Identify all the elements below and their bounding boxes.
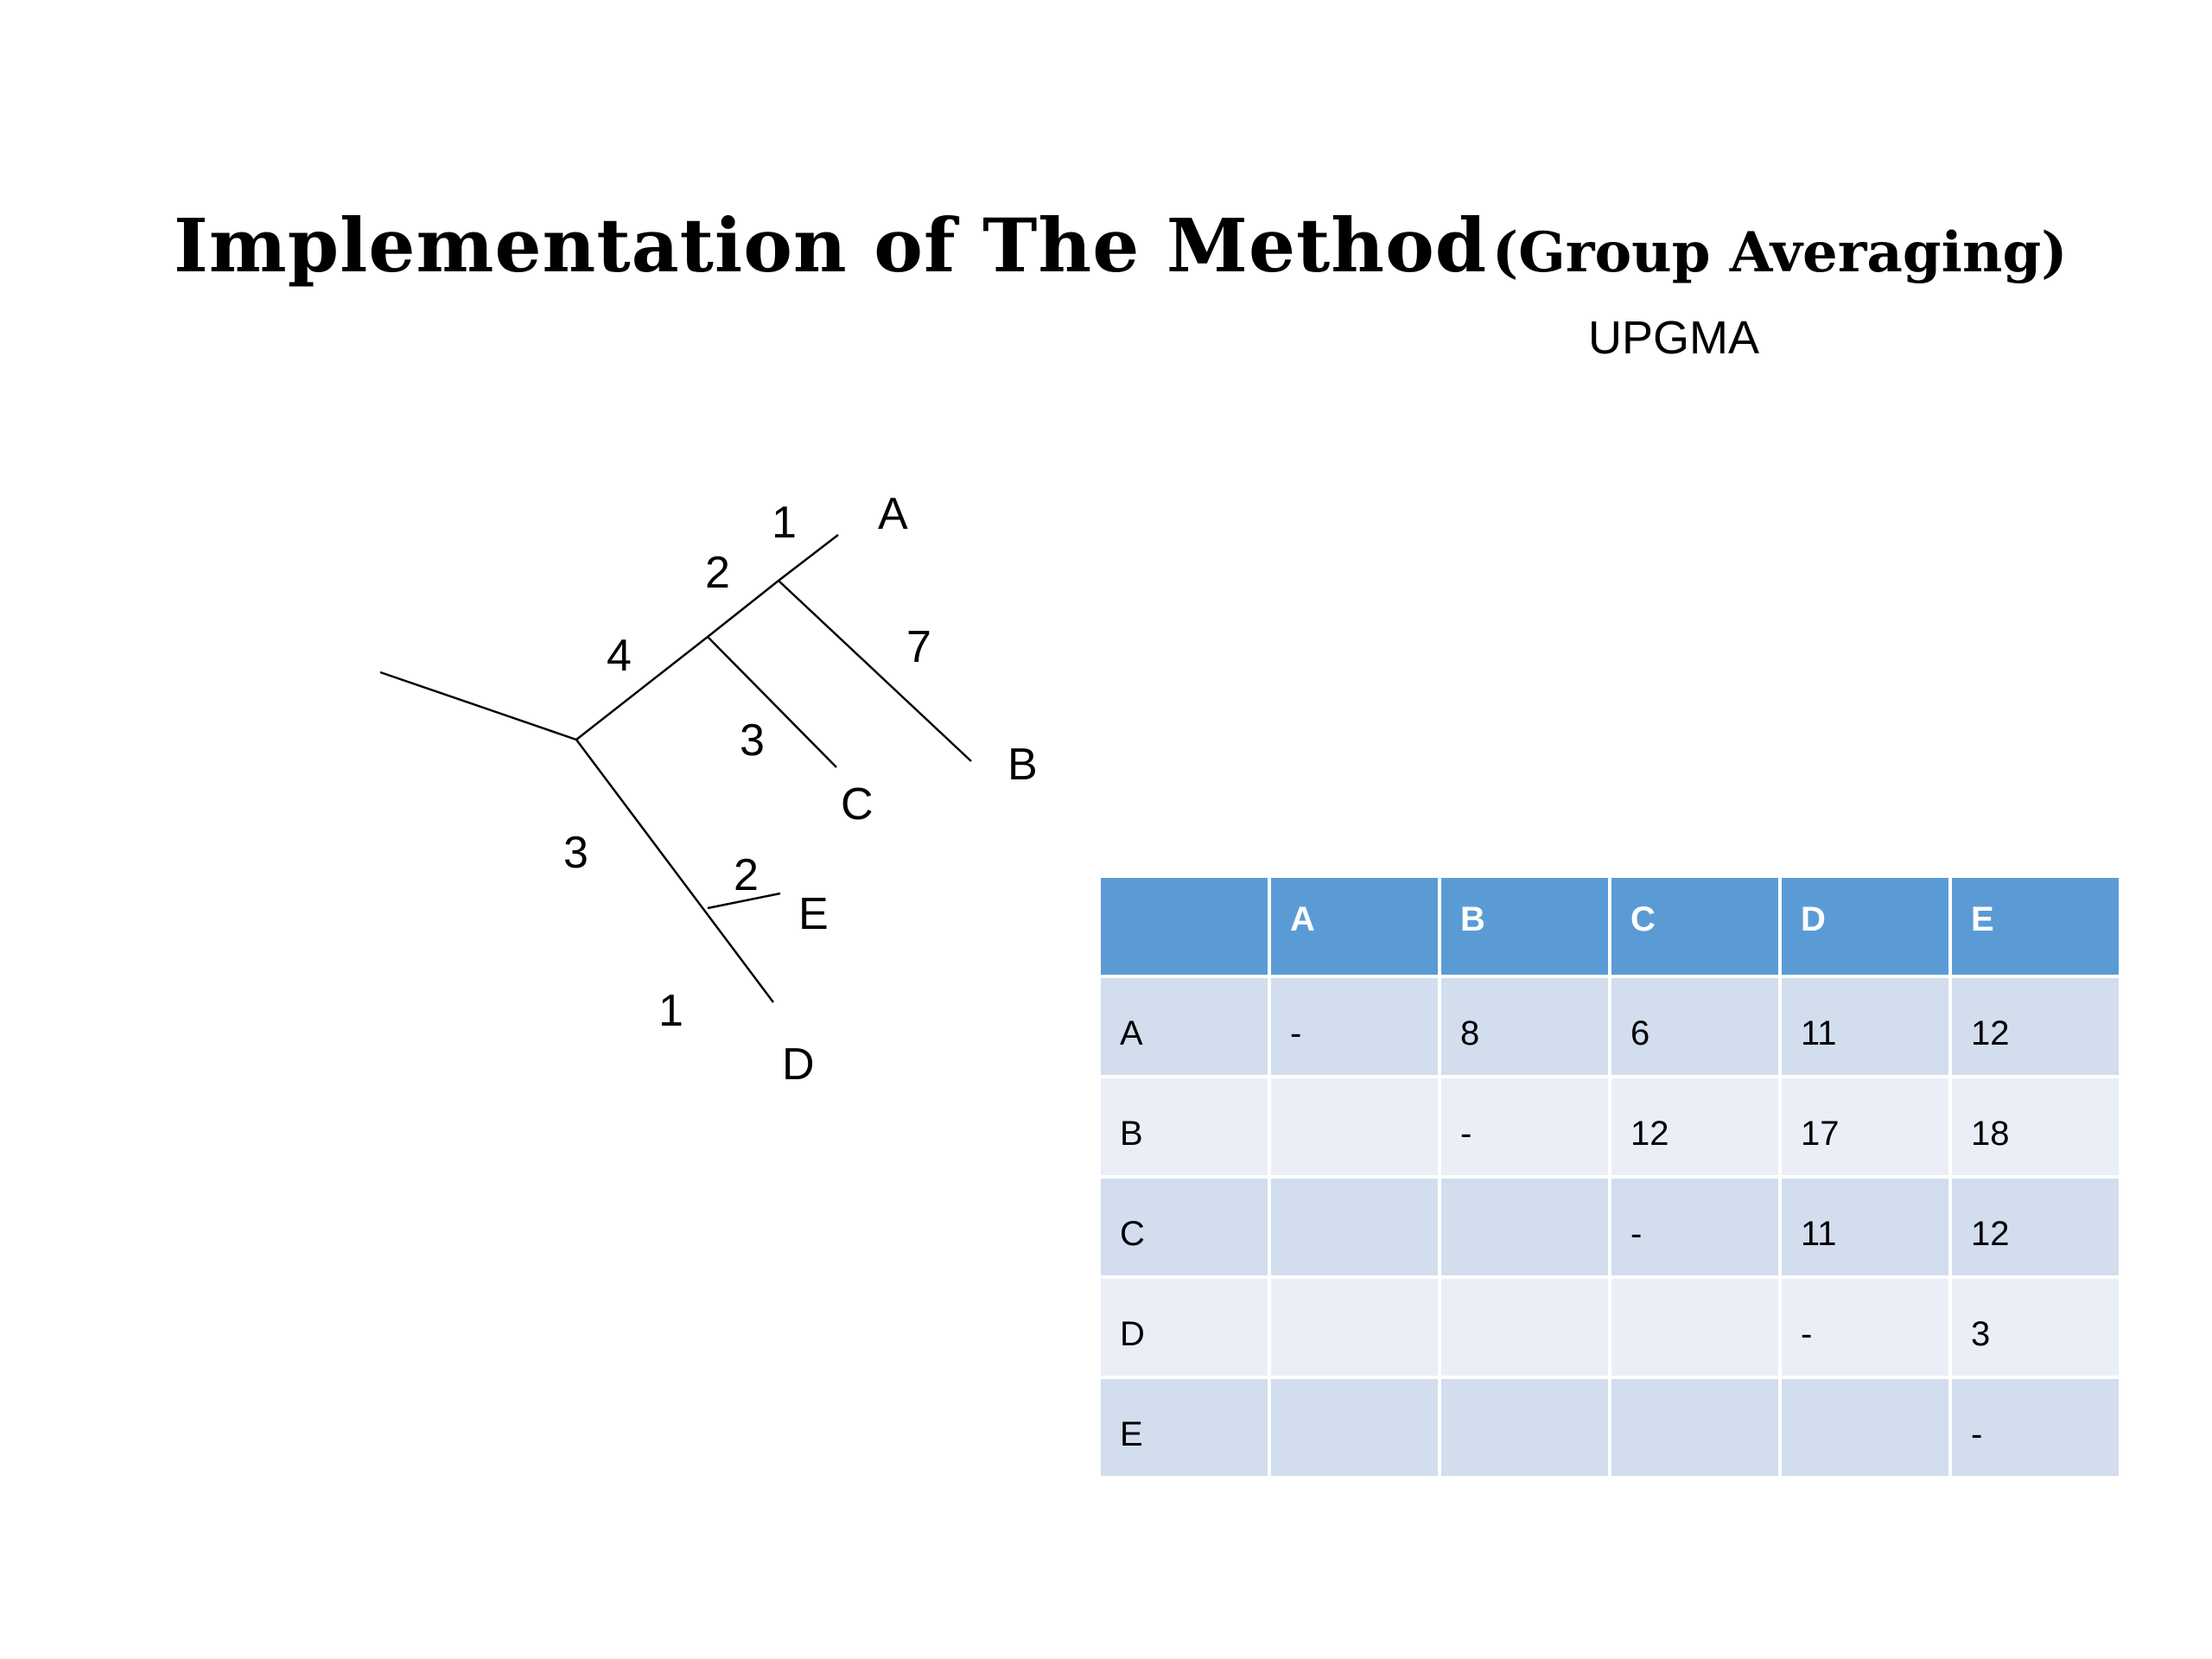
branch-length-internal-4: 4: [607, 631, 632, 681]
row-label: C: [1101, 1179, 1268, 1275]
table-cell: [1271, 1379, 1438, 1476]
branch-d: [575, 739, 774, 1003]
table-cell: -: [1782, 1279, 1948, 1376]
slide-title: Implementation of The Method (Group Aver…: [174, 203, 2068, 289]
header-cell-a: A: [1271, 878, 1438, 975]
table-cell: 12: [1952, 978, 2119, 1075]
branch-length-d: 1: [658, 986, 683, 1036]
branch-e: [707, 892, 781, 910]
row-label: A: [1101, 978, 1268, 1075]
branch-internal-4: [575, 636, 709, 741]
branch-a: [778, 534, 839, 582]
leaf-label-d: D: [782, 1039, 815, 1090]
table-cell: [1271, 1078, 1438, 1175]
leaf-label-a: A: [878, 489, 908, 539]
branch-root: [379, 671, 577, 741]
table-header-row: A B C D E: [1101, 878, 2119, 975]
branch-length-e: 2: [734, 850, 759, 900]
row-label: E: [1101, 1379, 1268, 1476]
table-row: E -: [1101, 1379, 2119, 1476]
table-row: C - 11 12: [1101, 1179, 2119, 1275]
table-cell: -: [1441, 1078, 1608, 1175]
header-cell-e: E: [1952, 878, 2119, 975]
branch-length-internal-2: 2: [705, 548, 730, 598]
slide-subtitle: UPGMA: [1588, 312, 1760, 364]
title-sub: (Group Averaging): [1491, 220, 2068, 285]
table-cell: 6: [1611, 978, 1778, 1075]
row-label: D: [1101, 1279, 1268, 1376]
branch-c: [707, 636, 837, 768]
table-cell: -: [1271, 978, 1438, 1075]
table-cell: -: [1611, 1179, 1778, 1275]
header-cell-b: B: [1441, 878, 1608, 975]
branch-internal-2: [707, 580, 779, 638]
header-cell-c: C: [1611, 878, 1778, 975]
table-cell: 11: [1782, 978, 1948, 1075]
distance-matrix: A B C D E A - 8 6 11 12 B - 12 17 18 C -: [1097, 874, 2122, 1479]
header-cell-d: D: [1782, 878, 1948, 975]
table-cell: [1611, 1279, 1778, 1376]
table-cell: 3: [1952, 1279, 2119, 1376]
branch-length-a: 1: [772, 498, 797, 548]
table-cell: [1441, 1379, 1608, 1476]
row-label: B: [1101, 1078, 1268, 1175]
table-row: D - 3: [1101, 1279, 2119, 1376]
leaf-label-c: C: [841, 779, 874, 830]
table-cell: 18: [1952, 1078, 2119, 1175]
table-row: B - 12 17 18: [1101, 1078, 2119, 1175]
table-cell: [1441, 1179, 1608, 1275]
leaf-label-b: B: [1007, 740, 1038, 790]
table-cell: [1271, 1279, 1438, 1376]
branch-length-b: 7: [906, 622, 931, 672]
leaf-label-e: E: [798, 889, 829, 939]
branch-length-c: 3: [740, 715, 765, 766]
table-cell: 12: [1611, 1078, 1778, 1175]
table-cell: [1611, 1379, 1778, 1476]
title-main: Implementation of The Method: [174, 203, 1488, 289]
table-cell: [1441, 1279, 1608, 1376]
table-cell: -: [1952, 1379, 2119, 1476]
table-cell: 12: [1952, 1179, 2119, 1275]
table-cell: 8: [1441, 978, 1608, 1075]
table-cell: 17: [1782, 1078, 1948, 1175]
header-cell-corner: [1101, 878, 1268, 975]
branch-length-de: 3: [563, 828, 588, 878]
table-cell: 11: [1782, 1179, 1948, 1275]
table-cell: [1782, 1379, 1948, 1476]
branch-b: [778, 580, 972, 762]
table-cell: [1271, 1179, 1438, 1275]
table-row: A - 8 6 11 12: [1101, 978, 2119, 1075]
